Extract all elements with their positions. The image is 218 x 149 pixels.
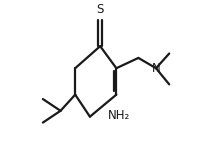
Text: N: N [152, 62, 160, 75]
Text: S: S [97, 3, 104, 16]
Text: NH₂: NH₂ [108, 109, 130, 122]
